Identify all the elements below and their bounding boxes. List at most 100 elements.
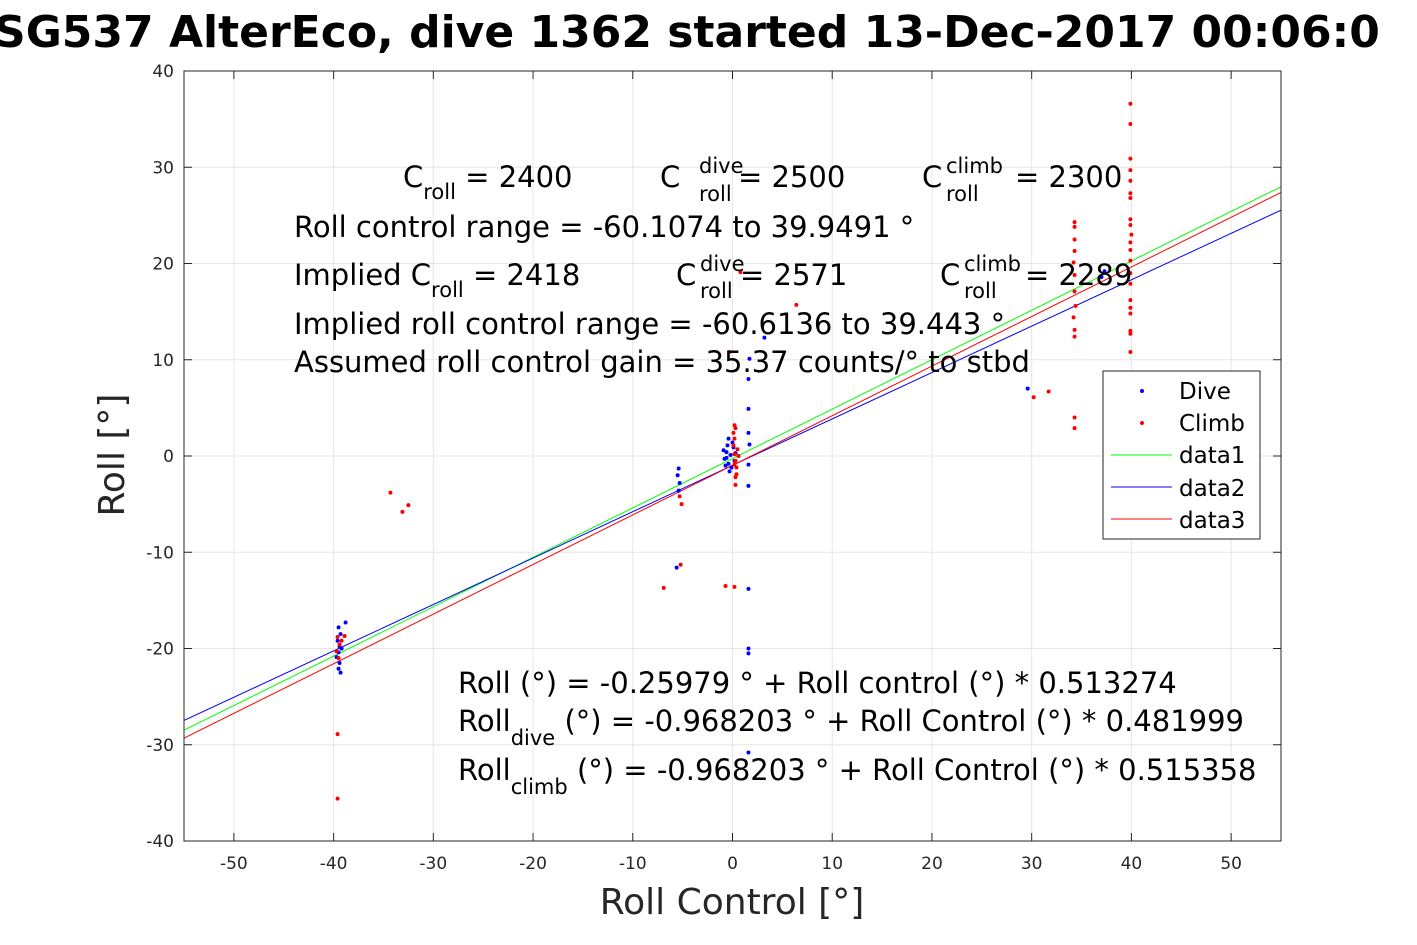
- y-tick-label: 30: [152, 158, 174, 178]
- legend-data3-label: data3: [1179, 508, 1245, 534]
- dive-point: [338, 632, 343, 637]
- svg-text:roll: roll: [699, 182, 732, 206]
- dive-point: [336, 666, 341, 671]
- climb-point: [732, 584, 737, 589]
- climb-point: [678, 562, 683, 567]
- climb-point: [337, 642, 342, 647]
- x-tick-label: 40: [1121, 854, 1143, 874]
- climb-point: [1128, 311, 1133, 316]
- climb-point: [335, 634, 340, 639]
- climb-point: [1073, 303, 1078, 308]
- dive-point: [746, 646, 751, 651]
- dive-point: [746, 377, 751, 381]
- climb-point: [677, 494, 682, 499]
- climb-point: [1128, 121, 1133, 126]
- dive-point: [343, 620, 348, 625]
- dive-point: [727, 469, 732, 474]
- svg-text:C: C: [660, 160, 680, 194]
- dive-point: [674, 565, 679, 570]
- dive-point: [746, 406, 751, 411]
- climb-point: [1128, 191, 1133, 196]
- dive-point: [726, 436, 731, 441]
- climb-point: [736, 454, 741, 458]
- x-tick-label: -50: [220, 854, 248, 874]
- implied-c-roll: Implied Croll = 2418: [294, 258, 580, 302]
- climb-point: [738, 270, 743, 275]
- fit-line-data1: [184, 186, 1281, 731]
- climb-point: [1128, 178, 1133, 183]
- dive-point: [677, 480, 682, 485]
- axes-box: [183, 70, 1282, 842]
- climb-point: [1072, 224, 1077, 229]
- y-tick-label: -20: [146, 640, 174, 660]
- annotations: Croll = 2400 C dive roll = 2500 C climb …: [294, 154, 1257, 799]
- c-roll-climb-label: C climb roll = 2300: [922, 154, 1122, 206]
- dive-point: [675, 473, 680, 478]
- climb-point: [734, 465, 739, 470]
- tick-labels: -50 -40 -30 -20 -10 0 10 20 30 40 50 -40 -30 -20 -10 0 1…: [146, 62, 1281, 874]
- climb-point: [1128, 281, 1133, 286]
- climb-point: [723, 583, 728, 588]
- dive-point: [1099, 274, 1104, 279]
- climb-point: [400, 509, 405, 514]
- fit-climb-equation: Rollclimb (°) = -0.968203 ° + Roll Contr…: [458, 753, 1257, 799]
- climb-point: [679, 502, 684, 507]
- x-tick-label: 50: [1220, 854, 1242, 874]
- x-tick-label: 20: [921, 854, 943, 874]
- dive-point: [724, 450, 729, 455]
- x-tick-label: -40: [320, 854, 348, 874]
- climb-point: [339, 638, 344, 643]
- dive-point: [338, 670, 343, 675]
- climb-point: [1128, 101, 1133, 106]
- climb-point: [731, 443, 736, 448]
- climb-point: [1128, 223, 1133, 227]
- fit-dive-equation: Rolldive (°) = -0.968203 ° + Roll Contro…: [458, 704, 1244, 750]
- dive-point: [725, 443, 730, 448]
- climb-point: [335, 796, 340, 801]
- dive-point: [337, 660, 342, 665]
- y-tick-label: 0: [163, 447, 174, 467]
- legend: Dive Climb data1 data2 data3: [1102, 370, 1261, 540]
- climb-point: [406, 503, 411, 508]
- climb-point: [794, 302, 799, 307]
- climb-point: [1071, 315, 1076, 320]
- climb-point: [1072, 415, 1077, 420]
- plot-area: [184, 101, 1281, 801]
- implied-roll-control-range: Implied roll control range = -60.6136 to…: [294, 307, 1005, 341]
- climb-point: [661, 585, 666, 590]
- legend-data2-label: data2: [1179, 476, 1245, 502]
- climb-point: [733, 482, 738, 487]
- fit-lines: [184, 186, 1281, 739]
- x-tick-label: 30: [1021, 854, 1043, 874]
- chart-title: SG537 AlterEco, dive 1362 started 13-Dec…: [0, 7, 1380, 58]
- dive-point: [339, 646, 344, 651]
- climb-point: [1072, 248, 1077, 253]
- dive-point: [747, 442, 752, 447]
- svg-text:dive: dive: [700, 252, 745, 276]
- svg-text:= 2300: = 2300: [1015, 160, 1122, 194]
- y-tick-label: 10: [152, 351, 174, 371]
- svg-text:climb: climb: [964, 252, 1021, 276]
- legend-dive-label: Dive: [1179, 379, 1231, 405]
- dive-point: [723, 463, 728, 468]
- climb-point: [731, 430, 736, 435]
- y-tick-label: -40: [146, 832, 174, 852]
- dive-point: [746, 750, 751, 755]
- legend-climb-marker: [1140, 421, 1144, 425]
- climb-point: [732, 452, 737, 457]
- climb-point: [1072, 327, 1077, 332]
- climb-point: [733, 426, 738, 431]
- climb-point: [1128, 240, 1133, 245]
- x-tick-label: -30: [419, 854, 447, 874]
- x-tick-label: -20: [519, 854, 547, 874]
- dive-point: [762, 335, 767, 340]
- climb-point: [1129, 232, 1134, 237]
- dive-point: [336, 625, 341, 630]
- climb-point: [733, 458, 738, 463]
- dive-point: [729, 465, 734, 470]
- climb-point: [1072, 289, 1077, 294]
- climb-point: [1128, 271, 1133, 276]
- c-roll-label: Croll = 2400: [403, 160, 573, 204]
- x-tick-label: 10: [821, 854, 843, 874]
